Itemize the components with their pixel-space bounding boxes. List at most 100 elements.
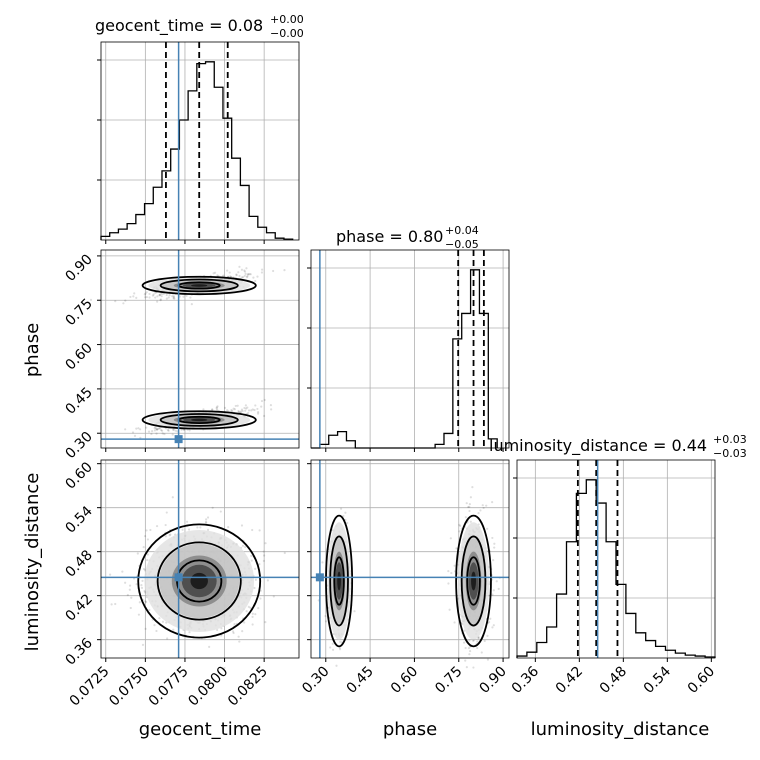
panel-phase_vs_geocent_time-point: [165, 293, 168, 297]
panel-phase_vs_geocent_time-point: [133, 292, 136, 295]
panel-luminosity_distance_vs_phase-point: [491, 536, 494, 540]
panel-phase_vs_geocent_time-point: [172, 296, 175, 299]
panel-phase_vs_geocent_time-point: [231, 409, 234, 413]
panel-luminosity_distance_vs_phase-point: [471, 486, 474, 489]
panel-luminosity_distance_vs_geocent_time-point: [124, 581, 127, 584]
panel-phase_vs_geocent_time-point: [283, 269, 286, 272]
panel-luminosity_distance_vs_phase-point: [486, 658, 490, 661]
ytick-label-luminosity_distance-0: 0.36: [62, 635, 95, 668]
panel-phase_vs_geocent_time-point: [247, 273, 250, 276]
title-phase-minus: −0.05: [445, 238, 479, 251]
panel-luminosity_distance_vs_geocent_time-point: [254, 567, 257, 570]
panel-luminosity_distance_vs_geocent_time-point: [258, 563, 261, 566]
panel-luminosity_distance_vs_geocent_time-point: [185, 520, 189, 523]
xtick-label-geocent_time-0: 0.0725: [67, 664, 113, 710]
panel-phase_vs_geocent_time-point: [182, 295, 185, 298]
panel-phase_vs_geocent_time-point: [244, 272, 247, 275]
panel-phase_vs_geocent_time-point: [245, 407, 248, 410]
panel-luminosity_distance_vs_phase-point: [324, 614, 327, 618]
panel-phase_vs_geocent_time-point: [174, 429, 177, 432]
panel-phase_vs_geocent_time-point: [251, 408, 254, 411]
panel-phase_vs_geocent_time-point: [246, 275, 249, 278]
panel-luminosity_distance_vs_geocent_time-point: [232, 631, 235, 635]
panel-luminosity_distance_vs_geocent_time-point: [237, 635, 240, 638]
xtick-label-geocent_time-3: 0.0800: [185, 664, 231, 710]
panel-phase_vs_geocent_time-point: [160, 429, 164, 432]
xtick-label-luminosity_distance-4: 0.60: [685, 664, 718, 697]
panel-luminosity_distance_vs_geocent_time-point: [205, 521, 208, 524]
panel-phase_vs_geocent_time-point: [216, 405, 219, 408]
panel-luminosity_distance_vs_phase-contour-1-3: [333, 556, 345, 606]
panel-luminosity_distance_vs_phase-point: [485, 504, 488, 507]
panel-luminosity_distance_vs_geocent_time-point: [196, 526, 199, 529]
panel-phase_vs_geocent_time-frame: [100, 249, 300, 449]
panel-phase_vs_geocent_time-point: [215, 407, 218, 410]
panel-phase_vs_geocent_time-point: [240, 276, 243, 279]
panel-luminosity_distance_vs_phase-truth-marker: [315, 573, 324, 582]
hist-phase-frame: [310, 249, 510, 449]
hist-luminosity_distance-steps: [516, 479, 716, 658]
panel-luminosity_distance_vs_phase-point: [468, 509, 471, 513]
panel-luminosity_distance_vs_phase-point: [464, 516, 467, 519]
xtick-label-phase-2: 0.60: [388, 664, 421, 697]
panel-luminosity_distance_vs_phase-point: [476, 646, 479, 650]
panel-luminosity_distance_vs_geocent_time-point: [108, 573, 112, 576]
title-luminosity-distance-minus: −0.03: [713, 447, 747, 460]
panel-phase_vs_geocent_time-point: [245, 275, 249, 279]
panel-luminosity_distance_vs_geocent_time-point: [149, 528, 152, 532]
panel-luminosity_distance_vs_phase-point: [491, 593, 494, 596]
panel-phase_vs_geocent_time-point: [241, 275, 245, 279]
panel-phase_vs_geocent_time-point: [243, 269, 246, 272]
panel-luminosity_distance_vs_phase-point: [476, 640, 479, 643]
panel-phase_vs_geocent_time-point: [183, 428, 186, 431]
panel-luminosity_distance_vs_phase-point: [335, 664, 338, 667]
panel-phase_vs_geocent_time-point: [167, 296, 170, 299]
panel-phase_vs_geocent_time-point: [249, 273, 252, 276]
panel-luminosity_distance_vs_geocent_time-point: [181, 528, 184, 531]
panel-phase_vs_geocent_time-point: [152, 293, 155, 296]
panel-luminosity_distance_vs_phase-point: [469, 520, 472, 523]
panel-phase_vs_geocent_time-point: [244, 404, 247, 407]
panel-phase_vs_geocent_time-point: [160, 428, 163, 432]
panel-phase_vs_geocent_time-point: [222, 274, 225, 277]
panel-phase_vs_geocent_time-point: [161, 432, 164, 435]
panel-luminosity_distance_vs_phase-contour-0-3: [466, 556, 481, 606]
title-luminosity-distance-plus: +0.03: [713, 433, 747, 446]
panel-luminosity_distance_vs_phase-point: [467, 505, 470, 509]
panel-luminosity_distance_vs_geocent_time-density-0-4: [190, 572, 208, 590]
panel-luminosity_distance_vs_phase-point: [465, 502, 468, 505]
panel-luminosity_distance_vs_geocent_time-point: [272, 595, 275, 598]
panel-luminosity_distance_vs_geocent_time-point: [135, 583, 138, 586]
panel-luminosity_distance_vs_geocent_time-point: [283, 551, 286, 555]
panel-phase_vs_geocent_time-point: [158, 427, 161, 430]
panel-phase_vs_geocent_time-point: [269, 404, 273, 407]
panel-luminosity_distance_vs_geocent_time-point: [128, 588, 131, 591]
panel-phase_vs_geocent_time-point: [135, 296, 138, 299]
title-geocent-time: geocent_time = 0.08: [95, 16, 263, 36]
panel-phase_vs_geocent_time-point: [158, 294, 161, 297]
panel-luminosity_distance_vs_geocent_time-point: [244, 545, 247, 549]
ytick-label-phase-1: 0.45: [62, 384, 95, 417]
panel-luminosity_distance_vs_phase-point: [482, 506, 485, 510]
panel-luminosity_distance_vs_geocent_time-point: [121, 570, 124, 573]
panel-luminosity_distance_vs_geocent_time-point: [169, 533, 172, 536]
panel-phase_vs_geocent_time-point: [148, 292, 151, 296]
panel-luminosity_distance_vs_phase-point: [468, 505, 471, 508]
panel-phase_vs_geocent_time-point: [151, 294, 155, 297]
panel-luminosity_distance_vs_geocent_time-point: [208, 645, 211, 648]
panel-luminosity_distance_vs_geocent_time-point: [245, 610, 248, 613]
xtick-label-phase-3: 0.75: [432, 664, 465, 697]
panel-phase_vs_geocent_time-point: [159, 298, 162, 302]
panel-phase_vs_geocent_time-point: [132, 295, 135, 298]
panel-phase_vs_geocent_time-point: [172, 297, 175, 300]
panel-phase_vs_geocent_time-point: [238, 274, 241, 278]
panel-luminosity_distance_vs_phase-point: [339, 507, 343, 510]
panel-phase_vs_geocent_time-point: [145, 426, 148, 429]
panel-phase_vs_geocent_time-point: [190, 303, 193, 306]
panel-phase_vs_geocent_time-point: [172, 428, 175, 431]
ytick-label-phase-2: 0.60: [62, 340, 95, 373]
panel-luminosity_distance_vs_geocent_time-point: [233, 623, 236, 626]
panel-luminosity_distance_vs_phase-point: [468, 653, 471, 656]
